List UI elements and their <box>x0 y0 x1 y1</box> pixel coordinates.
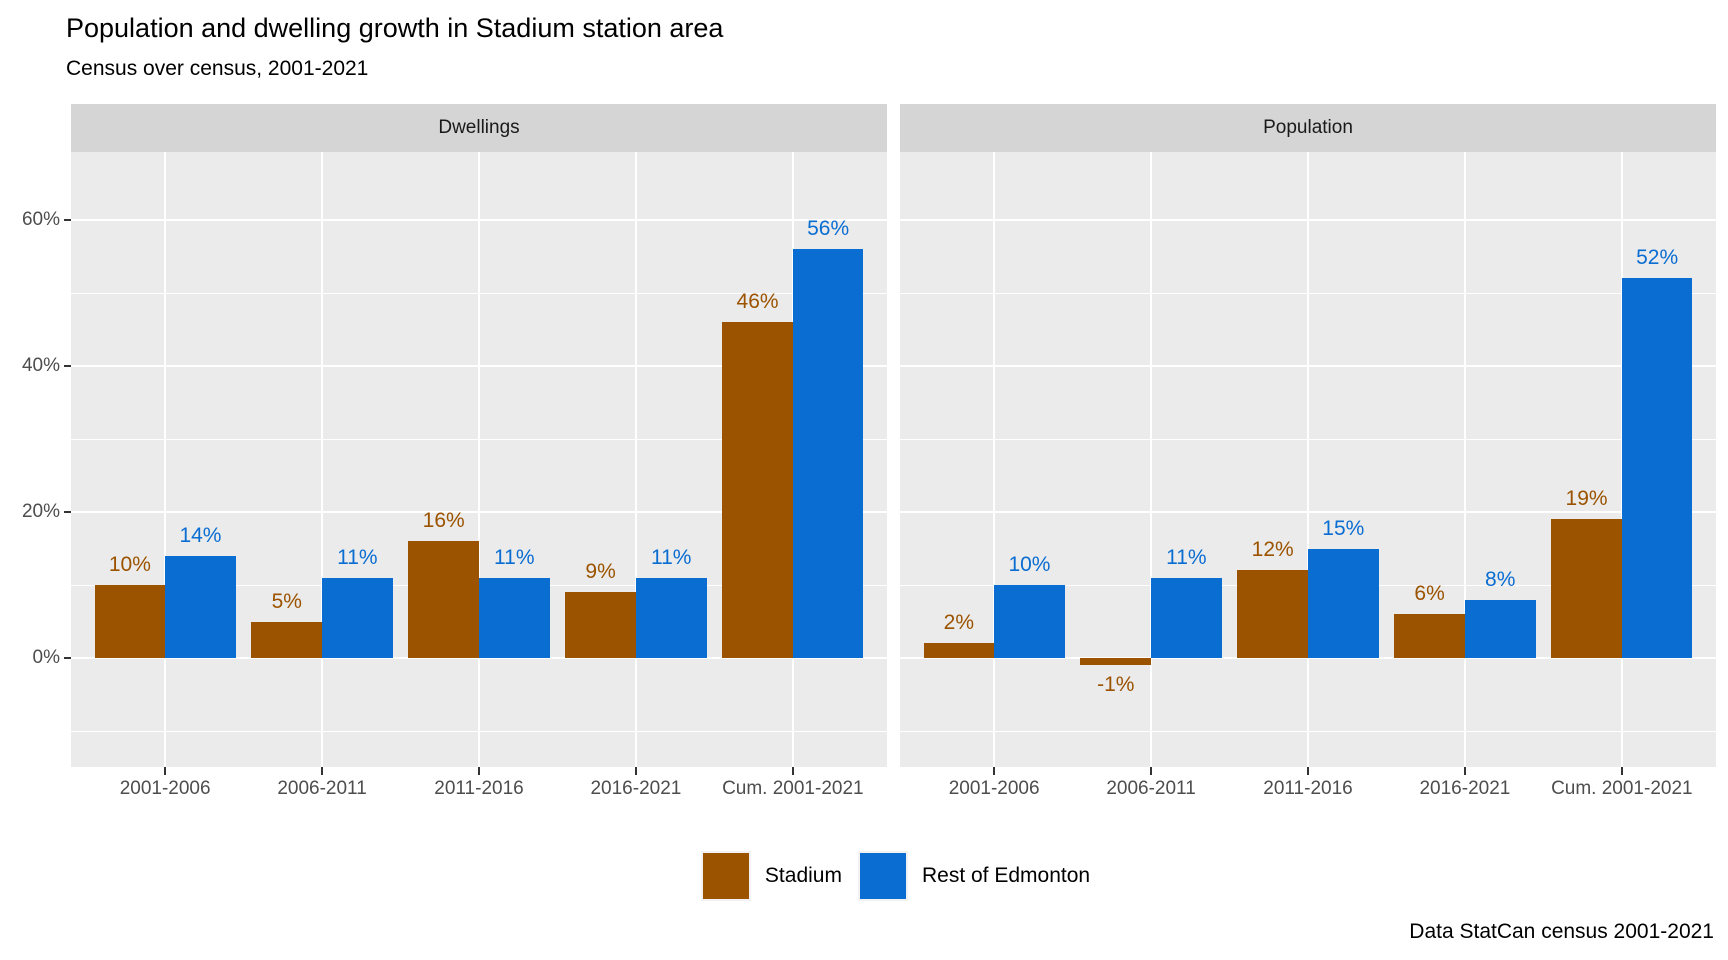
category-gridline <box>1150 152 1153 767</box>
plot-panel: 2% -1% 12% 6% 19% 10% 11% 15% 8% 52% <box>900 152 1716 767</box>
legend-key <box>857 851 908 901</box>
bar <box>408 541 479 658</box>
bar-value-label: 15% <box>1322 516 1365 540</box>
bar-value-label: 5% <box>271 589 302 613</box>
chart-subtitle: Census over census, 2001-2021 <box>66 57 369 80</box>
bar <box>322 577 393 658</box>
bar-value-label: 11% <box>337 545 378 569</box>
chart-caption: Data StatCan census 2001-2021 <box>1409 920 1714 943</box>
bar <box>1308 548 1379 658</box>
y-axis-tick <box>64 365 71 367</box>
bar-value-label: 6% <box>1414 582 1445 606</box>
bar-value-label: 10% <box>1008 553 1051 576</box>
x-axis-tick <box>164 767 167 775</box>
bar-value-label: 12% <box>1251 538 1294 562</box>
category-gridline <box>478 152 480 767</box>
x-axis-tick <box>791 767 794 775</box>
legend-swatch <box>702 853 749 899</box>
y-axis-label: 20% <box>21 501 60 522</box>
facet-strip-label: Dwellings <box>438 117 520 138</box>
x-axis-label: 2011-2016 <box>1263 778 1353 799</box>
bar-value-label: 8% <box>1485 567 1516 591</box>
bar <box>923 643 995 658</box>
category-gridline <box>164 152 167 767</box>
y-axis-tick <box>64 511 71 513</box>
x-axis-tick <box>1463 767 1466 775</box>
bar <box>1237 570 1308 658</box>
bar-value-label: 46% <box>736 290 779 314</box>
x-axis-label: 2011-2016 <box>434 778 524 799</box>
legend-label: Rest of Edmonton <box>921 864 1091 887</box>
x-axis-tick <box>321 767 324 775</box>
x-axis-label: 2001-2006 <box>119 778 211 799</box>
bar-value-label: 14% <box>179 523 222 547</box>
legend-item: Stadium <box>700 851 842 901</box>
bar-value-label: -1% <box>1097 673 1135 697</box>
y-axis-tick <box>64 219 71 221</box>
legend-label: Stadium <box>764 864 842 887</box>
category-gridline <box>321 152 324 767</box>
bar <box>1551 519 1622 658</box>
x-axis-label: Cum. 2001-2021 <box>722 778 864 799</box>
bar <box>722 322 793 658</box>
bar <box>792 249 864 658</box>
bar-value-label: 2% <box>943 611 975 635</box>
chart-title: Population and dwelling growth in Stadiu… <box>66 13 724 43</box>
legend-item: Rest of Edmonton <box>857 851 1091 901</box>
x-axis-label: 2001-2006 <box>948 778 1040 799</box>
bar <box>251 621 323 658</box>
x-axis-label: 2006-2011 <box>1106 778 1196 799</box>
y-axis-label: 60% <box>21 209 60 230</box>
bar-value-label: 56% <box>807 217 850 241</box>
x-axis-tick <box>478 767 480 775</box>
x-axis-tick <box>634 767 637 775</box>
facet-strip: Population <box>900 104 1716 152</box>
category-gridline <box>1307 152 1309 767</box>
bar <box>1151 577 1222 658</box>
x-axis-tick <box>1307 767 1309 775</box>
bar <box>479 577 550 658</box>
legend-key <box>700 851 751 901</box>
x-axis-label: 2016-2021 <box>1419 778 1511 799</box>
category-gridline <box>993 152 996 767</box>
plot-panel: 10% 5% 16% 9% 46% 14% 11% 11% 11% 56% <box>71 152 887 767</box>
x-axis-label: 2006-2011 <box>277 778 367 799</box>
bar-value-label: 11% <box>1166 545 1207 569</box>
y-axis-tick <box>64 657 71 659</box>
bar-value-label: 52% <box>1636 246 1679 270</box>
bar-value-label: 10% <box>108 553 151 576</box>
facet-strip-label: Population <box>1263 117 1353 138</box>
bar-value-label: 9% <box>585 560 616 584</box>
bar <box>94 585 166 658</box>
bar <box>1621 278 1693 658</box>
x-axis-tick <box>1150 767 1153 775</box>
bar-value-label: 16% <box>422 509 465 533</box>
x-axis-label: Cum. 2001-2021 <box>1551 778 1693 799</box>
legend: Stadium Rest of Edmonton <box>71 851 1720 901</box>
y-axis-label: 0% <box>32 647 60 668</box>
bar-value-label: 19% <box>1565 487 1608 511</box>
category-gridline <box>634 152 637 767</box>
bar <box>994 585 1065 658</box>
x-axis-tick <box>1620 767 1623 775</box>
bar <box>565 592 636 658</box>
bar <box>1080 658 1152 666</box>
bar <box>635 577 707 658</box>
y-axis-label: 40% <box>21 355 60 376</box>
x-axis-label: 2016-2021 <box>590 778 682 799</box>
bar <box>1394 614 1465 658</box>
bar-value-label: 11% <box>494 545 535 569</box>
bar <box>1464 599 1536 658</box>
facet-strip: Dwellings <box>71 104 887 152</box>
bar <box>165 555 236 658</box>
bar-value-label: 11% <box>650 545 692 569</box>
x-axis-tick <box>993 767 996 775</box>
legend-swatch <box>859 853 906 899</box>
category-gridline <box>1463 152 1466 767</box>
